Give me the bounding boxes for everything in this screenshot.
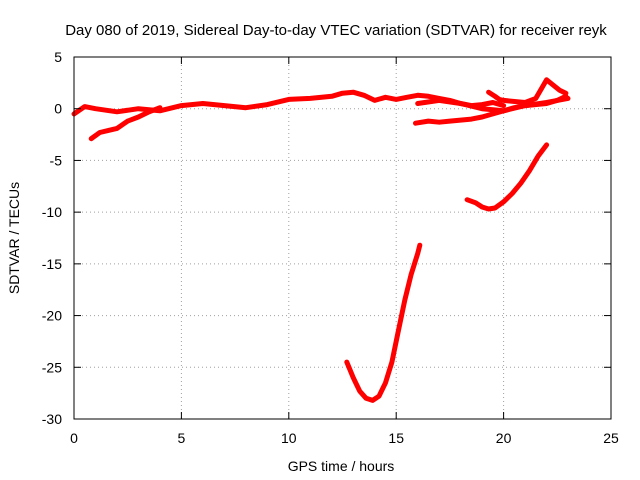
tick-labels: 0 5 10 15 20 25 5 0 -5 -10 -15 -20 -25 -30 bbox=[42, 49, 619, 446]
plot-frame bbox=[73, 56, 612, 420]
y-tick-label: -15 bbox=[42, 256, 62, 272]
grid bbox=[74, 57, 611, 419]
x-tick-label: 10 bbox=[281, 430, 297, 446]
series-arc-lower-left bbox=[88, 105, 163, 142]
x-tick-label: 0 bbox=[70, 430, 78, 446]
x-axis-title: GPS time / hours bbox=[288, 458, 395, 474]
y-tick-label: -20 bbox=[42, 308, 62, 324]
series-arc-main bbox=[71, 89, 507, 117]
series-arc-late-spike bbox=[486, 77, 569, 105]
y-tick-label: 0 bbox=[54, 101, 62, 117]
y-axis-title: SDTVAR / TECUs bbox=[6, 182, 22, 294]
y-tick-label: -30 bbox=[42, 411, 62, 427]
series-arc-deep-dip bbox=[344, 242, 423, 403]
x-tick-label: 15 bbox=[388, 430, 404, 446]
series-arc-mid-recovery bbox=[464, 142, 550, 212]
chart-title: Day 080 of 2019, Sidereal Day-to-day VTE… bbox=[65, 22, 607, 39]
y-tick-label: -5 bbox=[50, 152, 63, 168]
y-tick-label: -25 bbox=[42, 359, 62, 375]
x-tick-label: 25 bbox=[603, 430, 619, 446]
ticks bbox=[73, 56, 612, 420]
series-layer bbox=[71, 77, 571, 403]
y-tick-label: 5 bbox=[54, 49, 62, 65]
x-tick-label: 20 bbox=[496, 430, 512, 446]
series-arc-late-lower bbox=[413, 93, 569, 126]
x-tick-label: 5 bbox=[178, 430, 186, 446]
y-tick-label: -10 bbox=[42, 204, 62, 220]
